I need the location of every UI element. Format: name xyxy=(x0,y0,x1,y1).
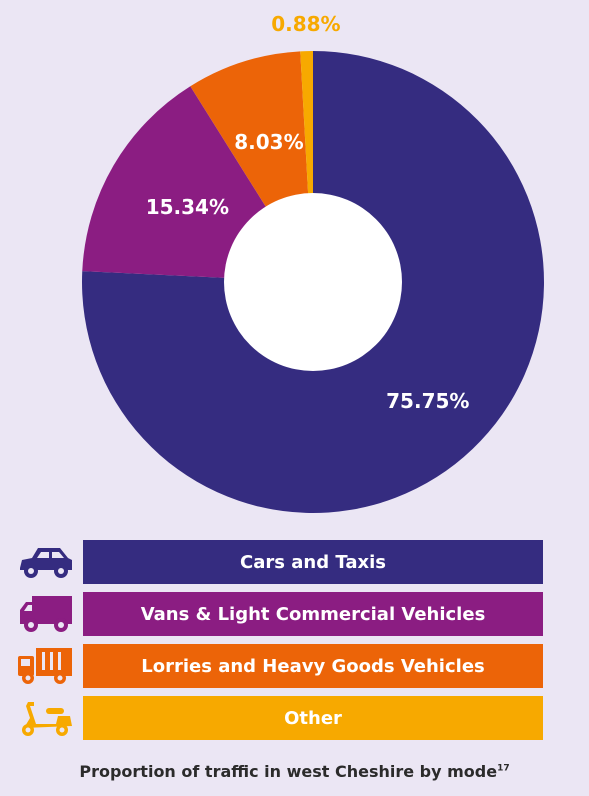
legend-bar-lorries: Lorries and Heavy Goods Vehicles xyxy=(83,644,543,688)
legend-label: Other xyxy=(284,707,342,729)
legend-item-other: Other xyxy=(0,696,589,740)
legend-item-lorries: Lorries and Heavy Goods Vehicles xyxy=(0,644,589,688)
legend-label: Cars and Taxis xyxy=(240,551,386,573)
data-label: 8.03% xyxy=(234,130,303,154)
donut-hole xyxy=(224,193,402,371)
legend-bar-other: Other xyxy=(83,696,543,740)
chart-caption: Proportion of traffic in west Cheshire b… xyxy=(0,762,589,781)
data-label: 75.75% xyxy=(386,389,469,413)
legend-label: Vans & Light Commercial Vehicles xyxy=(140,603,486,625)
legend-item-vans: Vans & Light Commercial Vehicles xyxy=(0,592,589,636)
donut-chart: 75.75% 15.34% 8.03% 0.88% xyxy=(82,12,544,513)
legend-bar-vans: Vans & Light Commercial Vehicles xyxy=(83,592,543,636)
scooter-icon xyxy=(14,696,76,740)
data-label: 15.34% xyxy=(146,195,229,219)
caption-footnote-ref: 17 xyxy=(497,763,510,774)
pie-labels: 75.75% 15.34% 8.03% 0.88% xyxy=(146,12,470,413)
legend-bar-cars: Cars and Taxis xyxy=(83,540,543,584)
legend-label: Lorries and Heavy Goods Vehicles xyxy=(141,655,485,677)
van-icon xyxy=(14,592,76,636)
caption-text: Proportion of traffic in west Cheshire b… xyxy=(79,762,498,781)
legend-item-cars: Cars and Taxis xyxy=(0,540,589,584)
data-label: 0.88% xyxy=(271,12,340,36)
car-icon xyxy=(14,540,76,584)
lorry-icon xyxy=(14,644,76,688)
